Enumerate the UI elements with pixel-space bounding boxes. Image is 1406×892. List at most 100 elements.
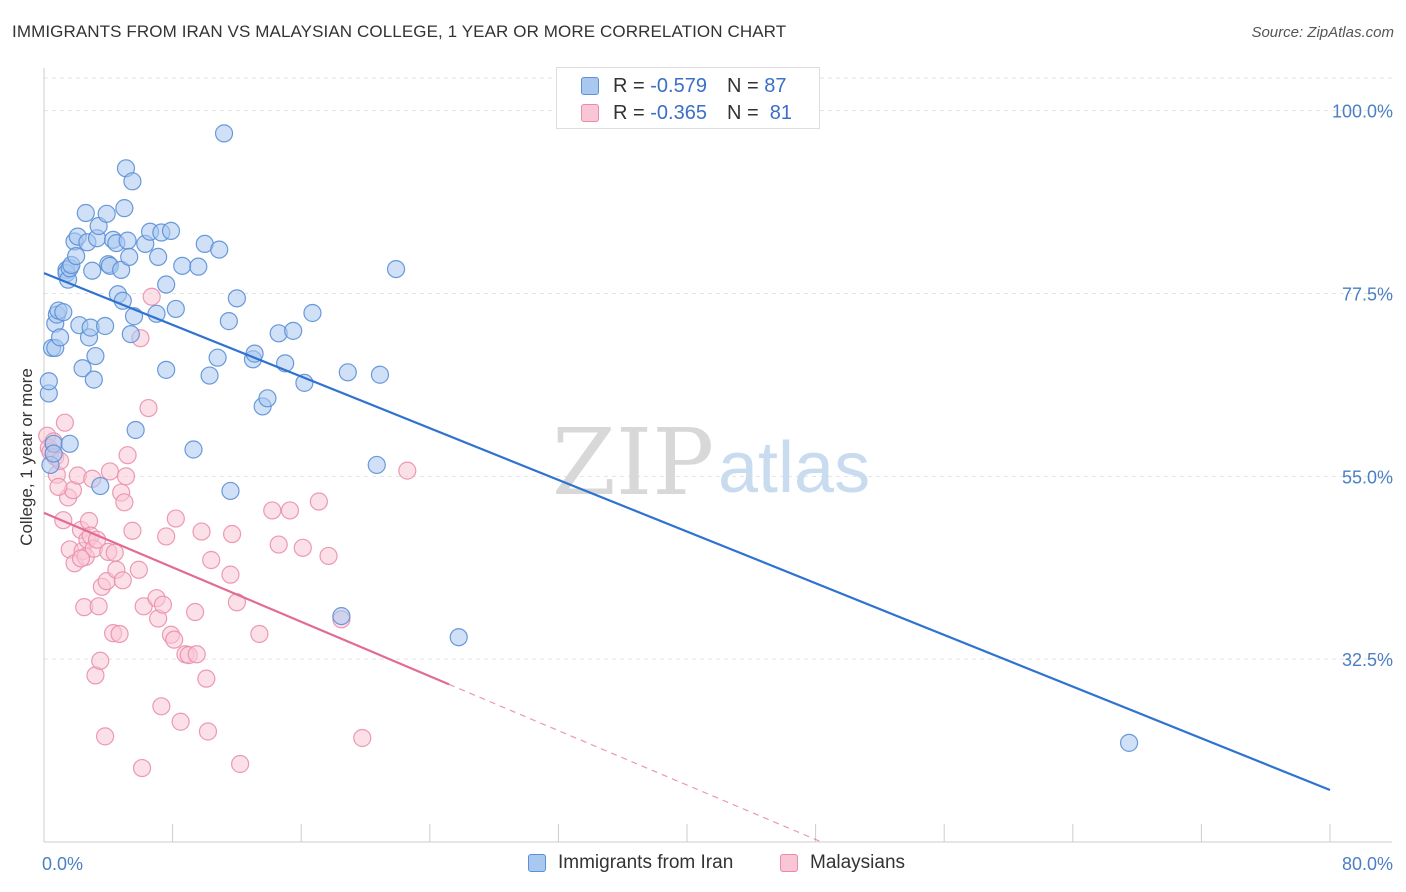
malaysian-point (250, 624, 269, 644)
malaysian-point (319, 546, 338, 566)
malaysian-point (139, 398, 158, 418)
y-axis-label: College, 1 year or more (17, 368, 36, 546)
series-legend-item-iran[interactable]: Immigrants from Iran (528, 852, 733, 874)
iran-point (60, 434, 79, 453)
malaysian-point (123, 521, 142, 540)
iran-point (367, 455, 386, 475)
legend-n-value: 87 (764, 74, 787, 97)
iran-point (121, 325, 140, 344)
legend-r-label: R = (613, 101, 645, 124)
iran-point (166, 299, 185, 319)
legend-swatch-malaysians (581, 104, 599, 122)
trend-lines (43, 272, 1331, 843)
legend-n-label: N = (726, 74, 759, 97)
iran-point (338, 363, 357, 382)
malaysian-point (49, 477, 68, 496)
malaysian-point (134, 597, 153, 616)
malaysian-point (263, 501, 282, 520)
series-swatch-iran (528, 854, 546, 872)
x-tick-label: 0.0% (42, 854, 83, 874)
iran-point (86, 346, 105, 366)
chart-title: IMMIGRANTS FROM IRAN VS MALAYSIAN COLLEG… (12, 22, 787, 41)
iran-point (76, 203, 95, 223)
malaysian-point (198, 722, 218, 741)
iran-point (1119, 733, 1139, 752)
iran-point (83, 261, 102, 280)
malaysian-point (110, 624, 129, 644)
malaysian-point (231, 754, 250, 774)
malaysian-trend-line (43, 511, 450, 686)
legend-r-value: -0.365 (650, 101, 707, 124)
iran-point (54, 303, 73, 322)
iran-point (184, 440, 203, 459)
malaysian-point (153, 595, 173, 614)
malaysian-point (100, 462, 120, 481)
iran-point (449, 628, 468, 647)
iran-point (258, 389, 277, 408)
iran-point (112, 260, 131, 280)
malaysian-point (166, 509, 185, 528)
watermark-atlas: atlas (718, 428, 870, 508)
grid-lines (44, 77, 1392, 660)
malaysian-point (171, 712, 190, 731)
iran-point (157, 360, 176, 379)
iran-point (303, 303, 322, 323)
iran-point (118, 231, 137, 250)
legend-row-iran: R = -0.579 N = 87 (581, 74, 786, 98)
iran-point (221, 481, 240, 501)
iran-point (386, 259, 406, 279)
iran-point (126, 420, 145, 440)
iran-point (123, 172, 142, 191)
chart-source: Source: ZipAtlas.com (1251, 24, 1394, 41)
malaysian-point (398, 461, 417, 480)
malaysian-point (197, 669, 216, 688)
malaysian-point (280, 501, 300, 520)
malaysian-point (186, 602, 205, 622)
malaysian-point (165, 630, 184, 649)
iran-point (44, 444, 63, 463)
iran-point (95, 316, 115, 336)
malaysian-point (269, 535, 288, 554)
malaysian-point (91, 651, 110, 670)
legend-n-value: 81 (769, 101, 793, 124)
iran-point (210, 240, 229, 259)
malaysian-point (113, 571, 132, 590)
iran-point (227, 289, 246, 308)
malaysian-point (187, 645, 206, 664)
iran-point (157, 275, 176, 294)
malaysian-point (353, 728, 372, 748)
iran-point (370, 365, 390, 384)
iran-point (67, 246, 86, 266)
y-tick-label: 100.0% (1332, 102, 1393, 122)
tick-labels: 32.5% 55.0% 77.5% 100.0% 0.0% 80.0% (42, 102, 1393, 874)
malaysian-point (55, 413, 74, 432)
y-tick-label: 77.5% (1342, 284, 1393, 304)
malaysian-point (309, 492, 328, 511)
iran-point (208, 348, 227, 367)
malaysian-point (192, 522, 211, 541)
malaysian-point (95, 727, 115, 746)
malaysian-point (221, 565, 240, 584)
series-legend: Immigrants from Iran Malaysians (0, 850, 1406, 878)
iran-point (91, 476, 110, 496)
malaysian-point (118, 446, 137, 465)
iran-point (189, 257, 208, 276)
legend-row-malaysians: R = -0.365 N = 81 (581, 101, 792, 125)
iran-point (97, 204, 116, 223)
series-label-iran: Immigrants from Iran (558, 852, 734, 873)
iran-point (284, 321, 303, 340)
legend-r-label: R = (613, 74, 645, 97)
malaysian-point (222, 524, 242, 544)
malaysian-point (157, 527, 176, 546)
iran-point (115, 199, 134, 218)
malaysian-point (293, 538, 312, 557)
points (38, 124, 1139, 778)
iran-point (214, 124, 234, 143)
malaysian-point (152, 697, 171, 716)
iran-point (161, 221, 181, 241)
iran-point (332, 606, 351, 626)
series-legend-item-malaysians[interactable]: Malaysians (780, 852, 905, 874)
malaysian-point (89, 597, 108, 616)
iran-point (173, 256, 192, 275)
